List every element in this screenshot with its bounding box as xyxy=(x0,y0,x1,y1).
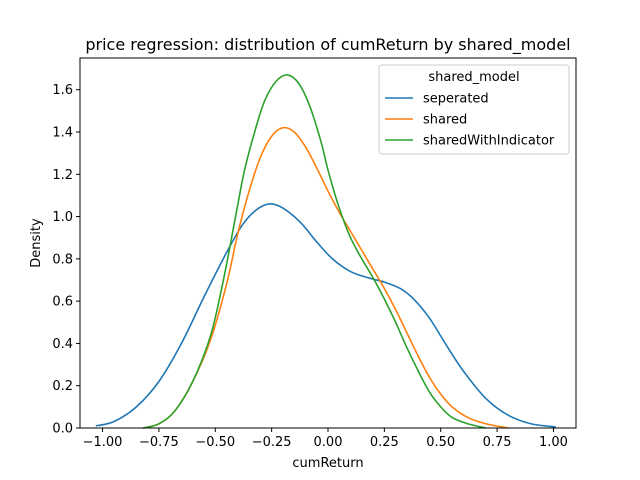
x-axis-label: cumReturn xyxy=(292,456,363,471)
y-tick-label: 0.2 xyxy=(52,379,73,394)
y-axis-label: Density xyxy=(29,218,44,268)
legend-label-sharedWithIndicator: sharedWithIndicator xyxy=(423,134,555,149)
y-tick-label: 0.8 xyxy=(52,252,73,267)
x-tick-label: 1.00 xyxy=(539,435,568,450)
x-tick-label: −1.00 xyxy=(83,435,123,450)
x-tick-label: 0.25 xyxy=(370,435,399,450)
x-tick-label: 0.75 xyxy=(483,435,512,450)
x-tick-label: 0.00 xyxy=(314,435,343,450)
y-tick-label: 0.0 xyxy=(52,422,73,437)
legend: shared_model seperated shared sharedWithIn… xyxy=(378,64,570,155)
x-tick-label: −0.75 xyxy=(139,435,179,450)
y-tick-label: 1.0 xyxy=(52,210,73,225)
legend-title: shared_model xyxy=(428,70,519,85)
x-tick-label: −0.25 xyxy=(252,435,292,450)
y-tick-label: 1.6 xyxy=(52,83,73,98)
series-line-shared xyxy=(142,126,509,429)
x-axis: −1.00 −0.75 −0.50 −0.25 0.00 0.25 0.50 0.75 1.00 xyxy=(83,428,568,450)
legend-label-shared: shared xyxy=(423,113,467,128)
y-tick-label: 0.4 xyxy=(52,337,73,352)
series-layer xyxy=(95,74,556,429)
y-axis: 0.0 0.2 0.4 0.6 0.8 1.0 1.2 1.4 1.6 xyxy=(52,83,80,437)
x-tick-label: 0.50 xyxy=(426,435,455,450)
x-tick-label: −0.50 xyxy=(195,435,235,450)
legend-label-seperated: seperated xyxy=(423,92,489,107)
series-line-sharedWithIndicator xyxy=(142,74,487,429)
legend-box xyxy=(378,64,570,155)
y-tick-label: 1.2 xyxy=(52,168,73,183)
series-line-seperated xyxy=(95,203,556,428)
y-tick-label: 1.4 xyxy=(52,126,73,141)
chart-title: price regression: distribution of cumRet… xyxy=(85,35,570,55)
y-tick-label: 0.6 xyxy=(52,295,73,310)
